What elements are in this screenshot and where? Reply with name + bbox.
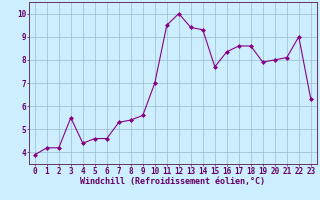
- X-axis label: Windchill (Refroidissement éolien,°C): Windchill (Refroidissement éolien,°C): [80, 177, 265, 186]
